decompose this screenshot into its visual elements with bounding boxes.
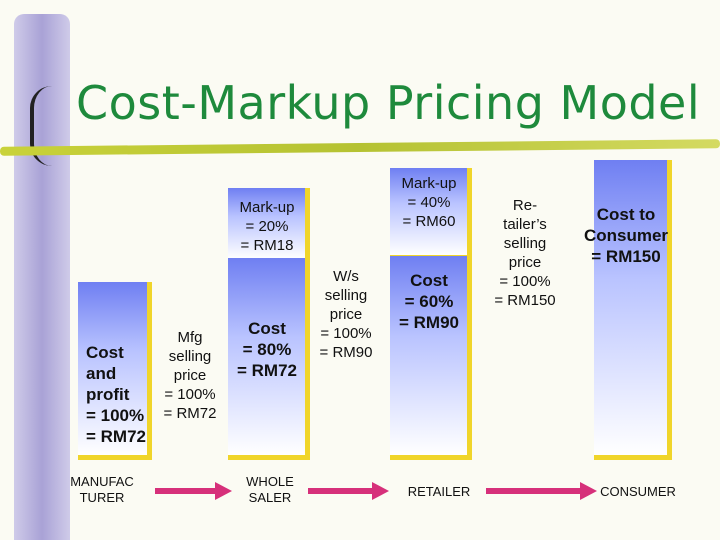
retailer-cost-text: Cost = 60% = RM90 — [399, 271, 459, 332]
arrow-manufacturer-to-wholesaler — [155, 482, 232, 500]
retailer-markup-text: Mark-up = 40% = RM60 — [401, 175, 457, 230]
arrow-retailer-to-consumer — [486, 482, 597, 500]
retailer-selling-text: Re- tailer’s selling price = 100% = RM15… — [494, 197, 556, 309]
arrow-wholesaler-to-retailer — [308, 482, 389, 500]
manufacturer-cost-text: Cost and profit = 100% = RM72 — [86, 343, 146, 446]
title-underline — [0, 139, 720, 156]
manufacturer-label: MANUFAC TURER — [70, 474, 134, 505]
wholesaler-selling-text: W/s selling price = 100% = RM90 — [319, 268, 373, 361]
consumer-cost-box — [594, 160, 672, 460]
retailer-markup-box — [390, 168, 472, 260]
wholesaler-cost-box — [228, 258, 310, 460]
page-title: Cost-Markup Pricing Model — [76, 76, 701, 130]
wholesaler-label: WHOLE SALER — [246, 474, 294, 505]
wholesaler-cost-text: Cost = 80% = RM72 — [237, 319, 297, 380]
manufacturer-selling-text: Mfg selling price = 100% = RM72 — [163, 329, 217, 422]
consumer-label: CONSUMER — [600, 484, 676, 499]
manufacturer-cost-box — [78, 282, 152, 460]
retailer-label: RETAILER — [407, 484, 471, 499]
wholesaler-markup-box — [228, 188, 310, 264]
retailer-cost-box — [390, 256, 472, 460]
scroll-curl-icon — [30, 86, 52, 166]
wholesaler-markup-text: Mark-up = 20% = RM18 — [239, 199, 295, 254]
consumer-cost-text: Cost to Consumer = RM150 — [583, 205, 669, 266]
